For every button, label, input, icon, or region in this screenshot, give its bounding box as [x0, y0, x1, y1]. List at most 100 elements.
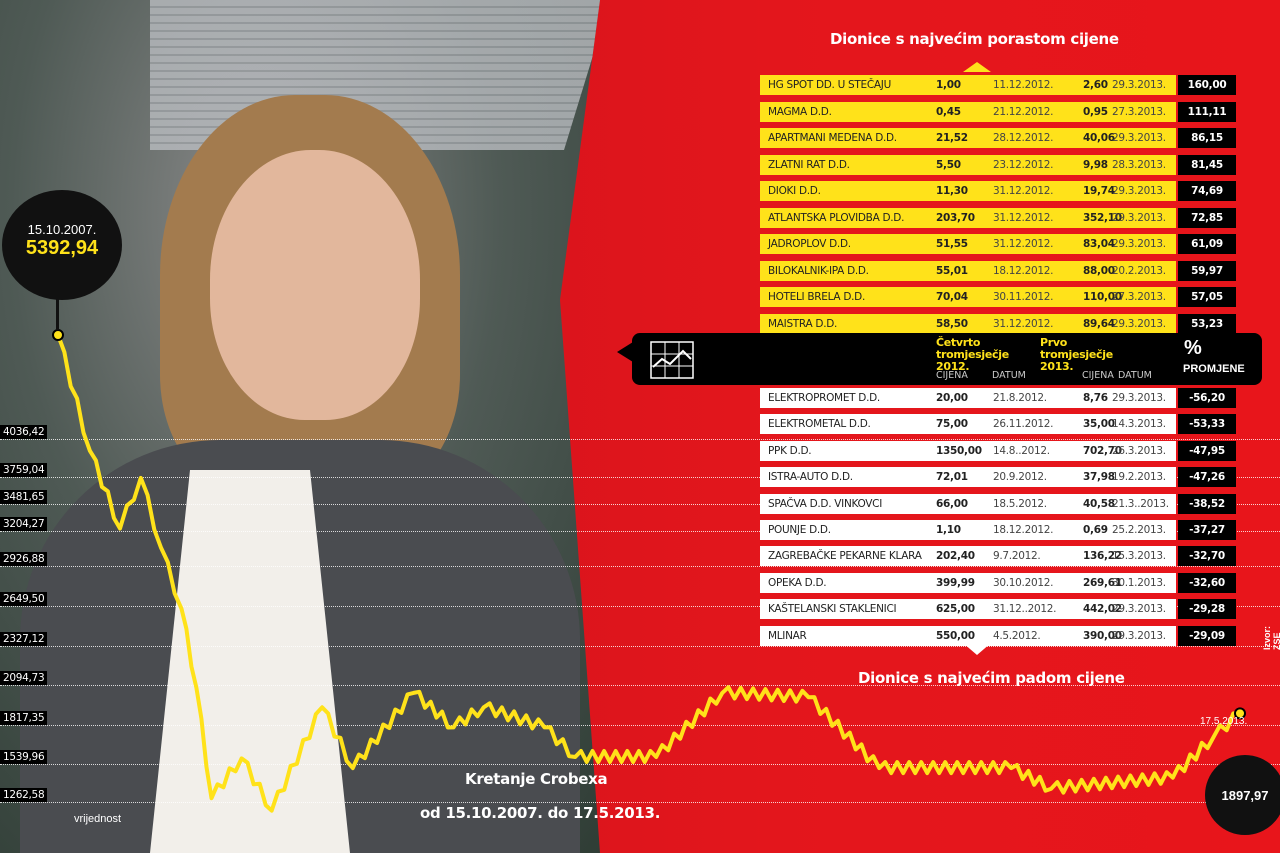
stock-name: JADROPLOV D.D. [768, 238, 851, 250]
q1-price: 88,00 [1083, 264, 1115, 277]
q1-date: 25.2.2013. [1112, 524, 1166, 536]
q1-date: 29.3.2013. [1112, 185, 1166, 197]
gridline [0, 764, 1280, 765]
stock-name: KAŠTELANSKI STAKLENICI [768, 603, 897, 616]
y-axis-label: vrijednost [74, 813, 122, 825]
row-background [760, 154, 1176, 175]
gridline [0, 439, 1280, 440]
table-row: MLINAR 550,00 4.5.2012. 390,00 29.3.2013. -29… [760, 625, 1236, 646]
percent-change: -32,70 [1178, 546, 1236, 567]
stock-name: HG SPOT DD. U STEČAJU [768, 79, 891, 91]
stock-name: PPK D.D. [768, 444, 812, 457]
table-row: DIOKI D.D. 11,30 31.12.2012. 19,74 29.3.2013… [760, 181, 1236, 201]
q4-date: 18.5.2012. [993, 497, 1047, 510]
crobex-series-line [56, 334, 1240, 813]
q4-date: 28.12.2012. [993, 132, 1054, 144]
q4-date: 31.12.2012. [993, 211, 1054, 224]
end-callout: 1897,97 [1205, 755, 1280, 835]
q1-date: 29.3.2013. [1112, 603, 1166, 616]
row-background [760, 75, 1176, 95]
gridline [0, 477, 1280, 478]
q4-date: 31.12.2012. [993, 238, 1054, 250]
q4-price: 66,00 [936, 497, 968, 510]
q4-price: 1,10 [936, 524, 961, 536]
stock-name: ATLANTSKA PLOVIDBA D.D. [768, 211, 905, 224]
table-row: ELEKTROMETAL D.D. 75,00 26.11.2012. 35,00 14… [760, 414, 1236, 435]
stock-name: BILOKALNIK-IPA D.D. [768, 264, 869, 277]
q4-date: 26.11.2012. [993, 418, 1054, 431]
line-chart-icon [650, 341, 694, 379]
y-tick-label: 3204,27 [0, 517, 48, 531]
percent-change: 72,85 [1178, 207, 1236, 228]
stock-name: MLINAR [768, 629, 807, 642]
percent-change: -56,20 [1178, 388, 1236, 408]
q4-price: 21,52 [936, 132, 968, 144]
table-row: POUNJE D.D. 1,10 18.12.2012. 0,69 25.2.2013.… [760, 520, 1236, 540]
q4-date: 31.12.2012. [993, 317, 1054, 330]
row-background [760, 625, 1176, 646]
row-background [760, 181, 1176, 201]
percent-change: -53,33 [1178, 414, 1236, 435]
gridline [0, 685, 1280, 686]
losers-pointer [963, 643, 991, 655]
q1-price: 8,76 [1083, 392, 1108, 404]
q1-date: 29.3.2013. [1112, 392, 1166, 404]
q1-date: 27.3.2013. [1112, 291, 1166, 303]
percent-symbol: % [1184, 337, 1202, 359]
percent-change-header: PROMJENE [1183, 363, 1245, 375]
y-tick-label: 2094,73 [0, 671, 48, 685]
percent-change: 160,00 [1178, 75, 1236, 95]
date-header-q1: DATUM [1118, 370, 1152, 381]
q4-price: 55,01 [936, 264, 968, 277]
percent-change: -29,28 [1178, 599, 1236, 620]
q4-date: 31.12..2012. [993, 603, 1057, 616]
gridline [0, 504, 1280, 505]
q4-price: 58,50 [936, 317, 968, 330]
stock-name: ZLATNI RAT D.D. [768, 158, 850, 171]
row-background [760, 546, 1176, 567]
gainers-pointer [963, 62, 991, 72]
table-row: ZLATNI RAT D.D. 5,50 23.12.2012. 9,98 28.3.2… [760, 154, 1236, 175]
q4-date: 21.8.2012. [993, 392, 1047, 404]
end-value: 1897,97 [1221, 788, 1269, 803]
table-row: ELEKTROPROMET D.D. 20,00 21.8.2012. 8,76 29.… [760, 388, 1236, 408]
row-background [760, 128, 1176, 148]
y-tick-label: 2327,12 [0, 632, 48, 646]
header-pointer [617, 342, 633, 362]
row-background [760, 414, 1176, 435]
percent-change: -32,60 [1178, 572, 1236, 593]
start-callout: 15.10.2007. 5392,94 [2, 190, 122, 300]
q1-date: 15.3.2013. [1112, 550, 1166, 563]
chart-title: Kretanje Crobexa [465, 770, 608, 788]
q4-price: 5,50 [936, 158, 961, 171]
table-row: BILOKALNIK-IPA D.D. 55,01 18.12.2012. 88,00… [760, 260, 1236, 281]
percent-change: 86,15 [1178, 128, 1236, 148]
row-background [760, 493, 1176, 514]
q1-date: 20.2.2013. [1112, 264, 1166, 277]
gridline [0, 566, 1280, 567]
gridline [0, 802, 1280, 803]
q4-price: 202,40 [936, 550, 975, 563]
q1-price: 83,04 [1083, 238, 1115, 250]
price-header-q4: CIJENA [936, 370, 968, 381]
price-header-q1: CIJENA [1082, 370, 1114, 381]
table-row: PPK D.D. 1350,00 14.8..2012. 702,70 26.3.201… [760, 440, 1236, 461]
q4-date: 21.12.2012. [993, 105, 1054, 118]
gridline [0, 606, 1280, 607]
table-row: MAISTRA D.D. 58,50 31.12.2012. 89,64 29.3.20… [760, 313, 1236, 334]
q1-date: 14.3.2013. [1112, 418, 1166, 431]
percent-change: 111,11 [1178, 101, 1236, 122]
q1-date: 29.3.2013. [1112, 317, 1166, 330]
data-point [52, 329, 64, 341]
row-background [760, 313, 1176, 334]
stock-name: MAISTRA D.D. [768, 317, 838, 330]
q4-date: 30.10.2012. [993, 576, 1054, 589]
q1-date: 29.3.2013. [1112, 211, 1166, 224]
q1-price: 9,98 [1083, 158, 1108, 171]
table-row: HOTELI BRELA D.D. 70,04 30.11.2012. 110,00 2… [760, 287, 1236, 307]
y-tick-label: 1262,58 [0, 788, 48, 802]
y-tick-label: 2926,88 [0, 552, 48, 566]
stock-name: APARTMANI MEDENA D.D. [768, 132, 897, 144]
y-tick-label: 3481,65 [0, 490, 48, 504]
